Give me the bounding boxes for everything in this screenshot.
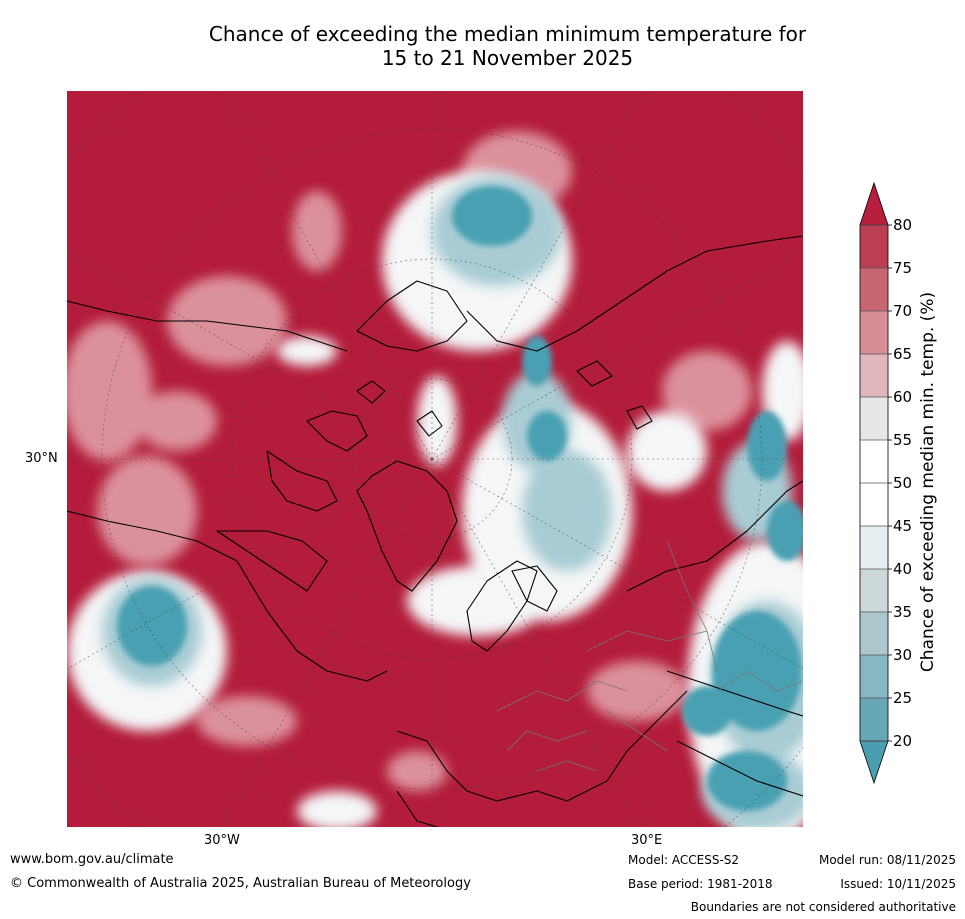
colorbar-tick-label: 35 [893, 603, 912, 621]
colorbar-tick-label: 60 [893, 388, 912, 406]
colorbar-tick-label: 40 [893, 560, 912, 578]
footer-copyright: © Commonwealth of Australia 2025, Austra… [10, 876, 471, 891]
colorbar-band [860, 612, 888, 655]
footer-base-period: Base period: 1981-2018 [628, 877, 773, 891]
footer-disclaimer: Boundaries are not considered authoritat… [690, 900, 956, 914]
title-line-1: Chance of exceeding the median minimum t… [208, 22, 807, 46]
colorbar-tick-label: 50 [893, 474, 912, 492]
colorbar-extend-bottom [859, 740, 889, 785]
footer-issued: Issued: 10/11/2025 [840, 877, 956, 891]
colorbar-band [860, 569, 888, 612]
coastlines [67, 235, 803, 827]
colorbar-band [860, 225, 888, 268]
footer-model: Model: ACCESS-S2 [628, 853, 740, 867]
colorbar-tick-label: 55 [893, 431, 912, 449]
colorbar-band [860, 354, 888, 397]
title-line-2: 15 to 21 November 2025 [381, 46, 634, 70]
colorbar-band [860, 483, 888, 526]
longitude-label-east: 30°E [631, 833, 663, 848]
footer-model-run: Model run: 08/11/2025 [818, 853, 956, 867]
colorbar-band [860, 397, 888, 440]
colorbar-tick-label: 20 [893, 732, 912, 750]
country-borders [496, 540, 803, 772]
colorbar-title: Chance of exceeding median min. temp. (%… [918, 291, 938, 673]
colorbar-tick-label: 75 [893, 259, 912, 277]
colorbar-band [860, 655, 888, 698]
colorbar-tick-label: 25 [893, 689, 912, 707]
colorbar-tick-label: 65 [893, 345, 912, 363]
colorbar-band [860, 268, 888, 311]
colorbar-tick-label: 30 [893, 646, 912, 664]
colorbar-tick-label: 45 [893, 517, 912, 535]
graticule [67, 91, 803, 827]
colorbar-band [860, 698, 888, 741]
colorbar-band [860, 526, 888, 569]
colorbar-extend-top [859, 181, 889, 226]
colorbar-band [860, 311, 888, 354]
colorbar-tick-label: 80 [893, 216, 912, 234]
latitude-label: 30°N [25, 451, 58, 466]
colorbar-tick-label: 70 [893, 302, 912, 320]
colorbar-band [860, 440, 888, 483]
longitude-label-west: 30°W [204, 833, 240, 848]
footer-url: www.bom.gov.au/climate [10, 852, 174, 867]
colorbar: 80 75 70 65 60 55 50 45 40 35 30 25 20 [845, 181, 965, 785]
probability-map [67, 91, 803, 827]
map-title: Chance of exceeding the median minimum t… [0, 22, 965, 70]
